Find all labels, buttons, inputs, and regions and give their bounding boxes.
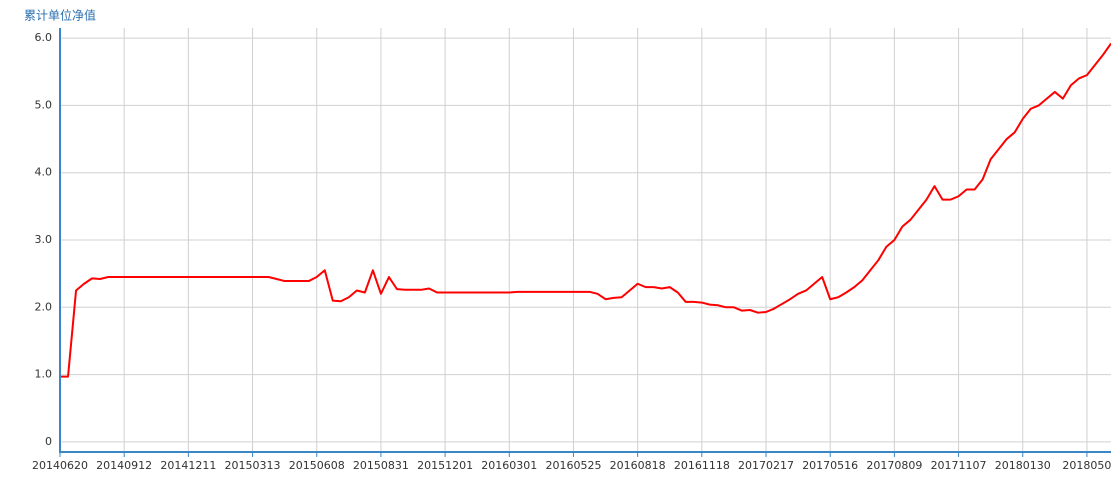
y-tick-label: 5.0 bbox=[35, 98, 53, 111]
x-tick-label: 20160818 bbox=[610, 459, 666, 472]
x-tick-label: 2018050 bbox=[1062, 459, 1111, 472]
x-tick-label: 20180130 bbox=[995, 459, 1051, 472]
x-tick-label: 20160525 bbox=[545, 459, 601, 472]
y-tick-label: 6.0 bbox=[35, 31, 53, 44]
y-tick-label: 0 bbox=[45, 435, 52, 448]
line bbox=[60, 42, 1111, 378]
x-tick-label: 20171107 bbox=[931, 459, 987, 472]
y-tick-label: 1.0 bbox=[35, 368, 53, 381]
x-tick-label: 20150313 bbox=[225, 459, 281, 472]
y-tick-label: 4.0 bbox=[35, 166, 53, 179]
x-tick-label: 20140912 bbox=[96, 459, 152, 472]
x-tick-label: 20161118 bbox=[674, 459, 730, 472]
plot bbox=[60, 42, 1111, 378]
x-tick-label: 20151201 bbox=[417, 459, 473, 472]
y-tick-label: 2.0 bbox=[35, 300, 53, 313]
chart-title: 累计单位净值 bbox=[24, 8, 96, 23]
grid bbox=[59, 28, 1111, 452]
x-tick-label: 20170217 bbox=[738, 459, 794, 472]
y-tick-label: 3.0 bbox=[35, 233, 53, 246]
x-tick-label: 20150608 bbox=[289, 459, 345, 472]
x-tick-label: 20170809 bbox=[866, 459, 922, 472]
x-tick-label: 20150831 bbox=[353, 459, 409, 472]
x-tick-label: 20141211 bbox=[160, 459, 216, 472]
x-tick-label: 20160301 bbox=[481, 459, 537, 472]
x-tick-label: 20170516 bbox=[802, 459, 858, 472]
x-tick-label: 20140620 bbox=[32, 459, 88, 472]
